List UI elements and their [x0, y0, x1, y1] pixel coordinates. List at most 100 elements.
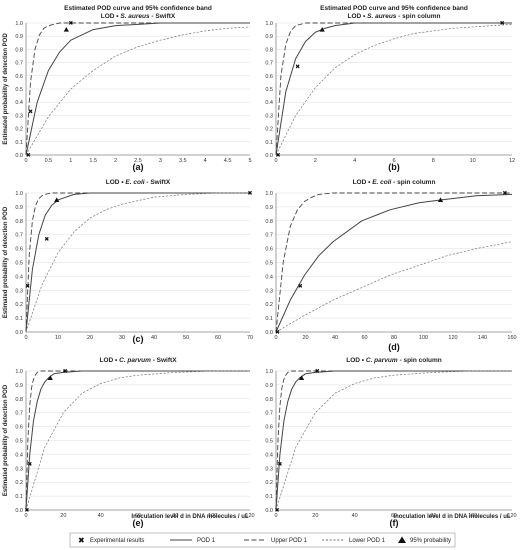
upper-pod-curve [25, 370, 250, 511]
x-tick-label: 40 [151, 335, 157, 341]
lower-pod-curve [275, 241, 513, 333]
y-tick-label: 0.2 [265, 302, 273, 308]
prob95-marker [437, 197, 444, 202]
subtitle-prefix: LOD [101, 13, 117, 20]
chart-panel: Estimated POD curve and 95% confidence b… [3, 5, 252, 172]
subtitle-organism: E. coli [125, 179, 144, 186]
y-tick-label: 0.4 [265, 452, 273, 458]
y-tick-label: 0.4 [265, 274, 273, 280]
panel-label: (b) [388, 162, 400, 172]
x-tick-label: 120 [507, 513, 516, 519]
bullet-glyph: • [363, 13, 367, 20]
y-tick-label: 0.3 [15, 113, 23, 119]
experimental-result-marker: ✖ [502, 190, 507, 197]
subtitle-method: - spin column [396, 13, 440, 20]
x-tick-label: 5 [248, 158, 251, 164]
y-tick-label: 0.4 [265, 100, 273, 106]
x-tick-label: 160 [507, 335, 516, 341]
pod-curve [275, 193, 513, 333]
x-tick-label: 12 [509, 158, 515, 164]
y-tick-label: 0.5 [265, 87, 273, 93]
x-tick-label: 0 [274, 513, 277, 519]
x-tick-label: 30 [119, 335, 125, 341]
y-tick-label: 0.7 [265, 411, 273, 417]
subtitle-organism: S. aureus [120, 13, 150, 20]
y-tick-label: 0.7 [15, 411, 23, 417]
legend-label: Upper POD 1 [271, 538, 308, 544]
y-tick-label: 0.9 [265, 383, 273, 389]
x-tick-label: 2 [114, 158, 117, 164]
panels-group: Estimated POD curve and 95% confidence b… [3, 5, 517, 528]
x-tick-label: 1 [69, 158, 72, 164]
x-tick-label: 60 [135, 513, 141, 519]
y-axis-label: Estimated probability of detection POD [3, 206, 9, 318]
chart-subtitle: LOD • C. parvum - spin column [346, 357, 442, 364]
subtitle-method: - SwiftX [150, 13, 176, 20]
y-tick-label: 1.0 [265, 21, 273, 27]
x-axis-label: Inoculation level d in DNA molecules / u… [131, 514, 248, 520]
y-tick-label: 0.6 [265, 425, 273, 431]
y-tick-label: 0.9 [265, 205, 273, 211]
y-tick-label: 1.0 [15, 21, 23, 27]
y-tick-label: 0.9 [15, 34, 23, 40]
y-tick-label: 0.8 [265, 47, 273, 53]
chart-subtitle: LOD • S. aureus - SwiftX [101, 13, 176, 20]
panel-label: (e) [133, 518, 144, 528]
lower-pod-curve [25, 192, 250, 333]
y-tick-label: 0.8 [15, 47, 23, 53]
y-tick-label: 0.8 [15, 397, 23, 403]
x-tick-label: 120 [245, 513, 254, 519]
lower-pod-curve [275, 23, 513, 156]
y-tick-label: 0.1 [15, 140, 23, 146]
experimental-result-marker: ✖ [275, 329, 280, 336]
y-tick-label: 0.3 [265, 288, 273, 294]
x-tick-label: 60 [215, 335, 221, 341]
y-tick-label: 0.6 [15, 425, 23, 431]
x-axis-label: Inoculation level d in DNA molecules / u… [393, 514, 510, 520]
y-tick-label: 0.0 [265, 330, 273, 336]
chart-subtitle: LOD • C. parvum - SwiftX [99, 357, 177, 364]
upper-pod-curve [275, 192, 512, 333]
y-tick-label: 0.2 [265, 127, 273, 133]
x-tick-label: 60 [361, 335, 367, 341]
experimental-result-marker: ✖ [274, 507, 279, 514]
upper-pod-curve [275, 370, 512, 511]
x-tick-label: 100 [468, 513, 477, 519]
y-tick-label: 0.1 [15, 316, 23, 322]
experimental-result-marker: ✖ [25, 283, 30, 290]
subtitle-prefix: LOD [99, 357, 115, 364]
y-tick-label: 0.9 [265, 34, 273, 40]
chart-panel: LOD • E. coli - spin column 0.0 0.1 0.2 0.3 0… [265, 179, 516, 352]
bullet-glyph: • [116, 13, 120, 20]
y-tick-label: 0.6 [15, 247, 23, 253]
y-tick-label: 0.0 [15, 330, 23, 336]
y-tick-label: 0.3 [15, 288, 23, 294]
y-tick-label: 0.5 [15, 261, 23, 267]
experimental-result-marker: ✖ [24, 507, 29, 514]
chart-title: Estimated POD curve and 95% confidence b… [320, 5, 468, 12]
x-tick-label: 120 [448, 335, 457, 341]
y-tick-label: 0.3 [265, 113, 273, 119]
pod-curve [275, 22, 512, 156]
y-tick-label: 0.1 [15, 494, 23, 500]
subtitle-organism: C. parvum [119, 357, 151, 364]
experimental-result-marker: ✖ [27, 461, 32, 468]
experimental-result-marker: ✖ [26, 152, 31, 159]
upper-pod-curve [25, 192, 250, 333]
experimental-result-marker: ✖ [277, 461, 282, 468]
y-axis-label: Estimated probability of detection POD [3, 384, 9, 496]
experimental-result-marker: ✖ [247, 190, 252, 197]
y-tick-label: 0.7 [265, 233, 273, 239]
y-tick-label: 1.0 [265, 369, 273, 375]
y-tick-label: 0.9 [15, 383, 23, 389]
chart-panel: Estimated POD curve and 95% confidence b… [265, 5, 515, 172]
y-tick-label: 0.7 [265, 61, 273, 67]
y-tick-label: 0.8 [265, 397, 273, 403]
x-tick-label: 80 [430, 513, 436, 519]
prob95-marker [63, 27, 69, 32]
x-tick-label: 8 [432, 158, 435, 164]
y-tick-label: 0.1 [265, 140, 273, 146]
y-tick-label: 0.7 [15, 233, 23, 239]
lower-pod-curve [25, 26, 251, 156]
x-tick-label: 4 [204, 158, 207, 164]
